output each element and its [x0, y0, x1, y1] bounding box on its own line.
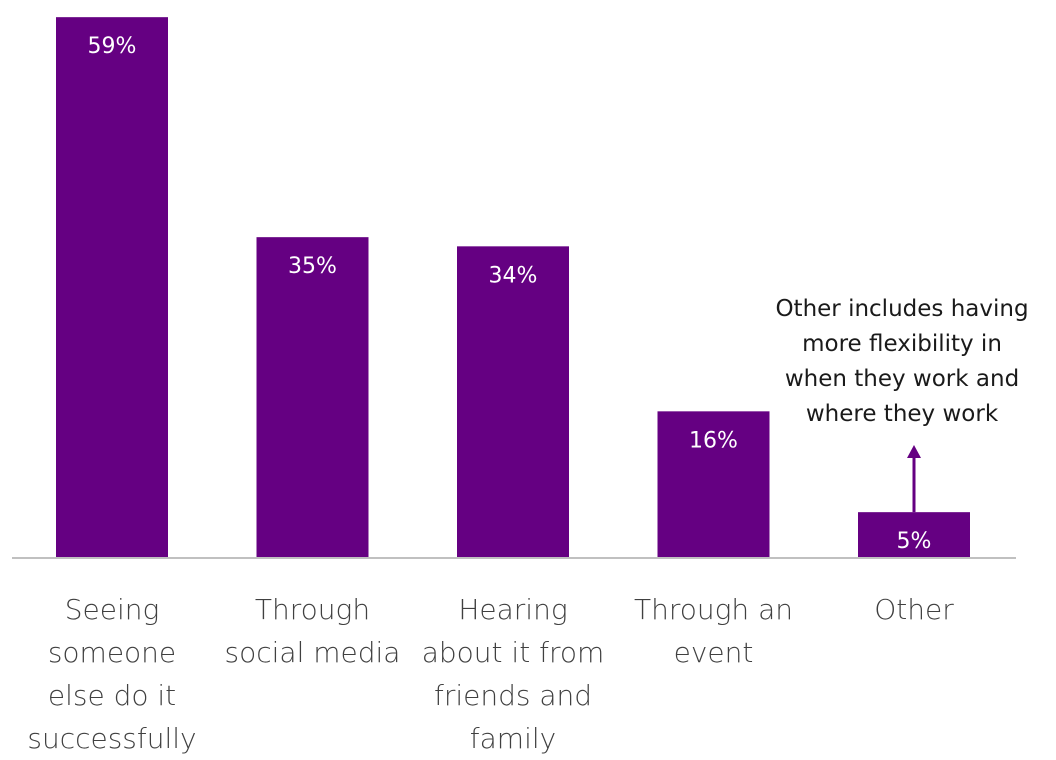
annotation-line: Other includes having — [775, 296, 1029, 322]
category-label-line: family — [469, 722, 557, 755]
category-label-line: Other — [874, 593, 954, 626]
annotation-line: where they work — [805, 401, 999, 427]
bar-hearing-about-it-from-friends-and-family — [457, 246, 569, 559]
category-label-line: Through an — [634, 593, 793, 626]
data-labels-layer: 59% 35% 34% 16% 5% — [88, 34, 932, 554]
bar-other — [858, 512, 970, 558]
category-label-through-social-media: Through social media — [203, 588, 423, 674]
data-label-hearing-about-it-from-friends-and-family: 34% — [489, 263, 538, 288]
annotation-line: more flexibility in — [802, 331, 1002, 357]
bar-through-social-media — [256, 237, 369, 558]
annotation-arrow-head — [907, 445, 921, 458]
bar-through-an-event — [657, 411, 770, 558]
category-label-line: Through — [254, 593, 371, 626]
annotation-arrow-layer — [907, 445, 921, 513]
bars-layer — [56, 17, 970, 559]
data-label-seeing-someone-else-do-it-successfully: 59% — [88, 34, 137, 59]
bar-seeing-someone-else-do-it-successfully — [56, 17, 168, 558]
annotation-line: when they work and — [784, 366, 1020, 392]
category-label-line: friends and — [433, 679, 593, 712]
other-annotation: Other includes having more flexibility i… — [748, 292, 1056, 432]
category-label-line: event — [673, 636, 754, 669]
category-label-line: social media — [224, 636, 401, 669]
category-label-line: successfully — [27, 722, 197, 755]
category-label-hearing-about-it-from-friends-and-family: Hearing about it from friends and family — [403, 588, 623, 760]
category-label-line: Hearing — [458, 593, 568, 626]
category-label-through-an-event: Through an event — [604, 588, 824, 674]
category-label-seeing-someone-else-do-it-successfully: Seeing someone else do it successfully — [2, 588, 222, 760]
data-label-through-social-media: 35% — [288, 254, 337, 279]
category-label-line: else do it — [47, 679, 177, 712]
category-label-line: about it from — [421, 636, 605, 669]
category-label-other: Other — [804, 588, 1024, 631]
category-label-line: someone — [47, 636, 177, 669]
category-label-line: Seeing — [64, 593, 160, 626]
data-label-other: 5% — [897, 529, 932, 554]
data-label-through-an-event: 16% — [689, 428, 738, 453]
